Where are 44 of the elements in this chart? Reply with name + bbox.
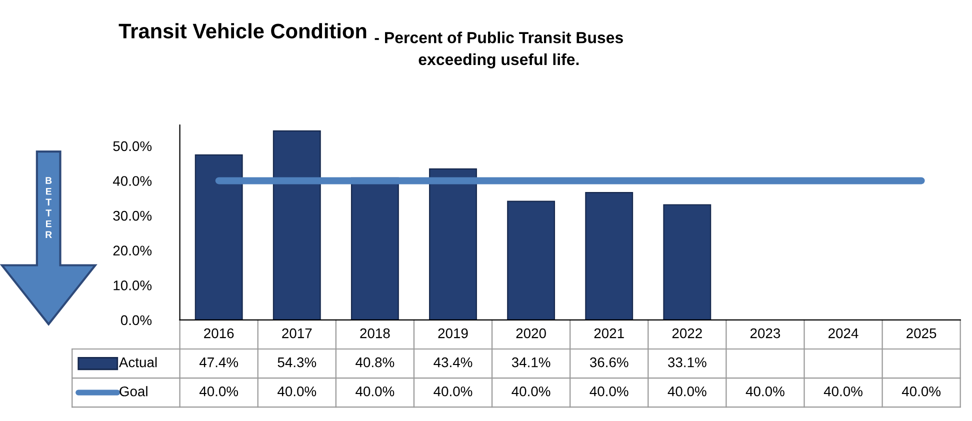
bar (194, 154, 243, 320)
chart-title: Transit Vehicle Condition (118, 23, 366, 38)
y-tick-label: 20.0% (113, 246, 152, 256)
bar (429, 168, 477, 320)
x-tick-label: 2024 (828, 328, 858, 338)
data-label: 40.0% (434, 386, 472, 396)
x-tick-label: 2018 (360, 328, 390, 338)
data-label: 40.0% (902, 386, 941, 396)
data-label: 54.3% (278, 357, 316, 368)
data-label: 43.4% (434, 357, 472, 368)
y-tick-label: 40.0% (112, 176, 152, 186)
data-label: 40.0% (746, 386, 784, 396)
data-label: 40.8% (356, 357, 394, 368)
data-label: 47.4% (199, 357, 238, 368)
y-tick-label: 10.0% (114, 280, 152, 290)
data-label: 40.0% (278, 386, 316, 396)
bar (507, 200, 556, 320)
chart-subtitle: - Percent of Public Transit Buses exceeding useful life. (374, 32, 623, 68)
x-tick-label: 2023 (750, 328, 780, 338)
x-tick-label: 2025 (906, 328, 936, 338)
x-tick-label: 2020 (516, 328, 546, 338)
data-label: 40.0% (356, 386, 394, 396)
x-tick-label: 2016 (204, 328, 234, 338)
bar (585, 192, 634, 320)
data-label: 40.0% (199, 386, 238, 396)
data-label: 40.0% (590, 386, 628, 396)
data-label: 40.0% (512, 386, 550, 396)
text: BETTER (46, 177, 52, 238)
x-tick-label: 2019 (438, 328, 468, 338)
bar (272, 130, 321, 320)
y-tick-label: 50.0% (113, 141, 152, 152)
legend-label: Actual (118, 357, 157, 368)
x-tick-label: 2021 (594, 328, 624, 338)
data-label: 40.0% (668, 386, 706, 396)
data-label: 40.0% (824, 386, 862, 396)
y-tick-label: 30.0% (113, 210, 152, 221)
y-tick-label: 0.0% (120, 315, 152, 326)
data-label: 36.6% (590, 357, 628, 368)
x-tick-label: 2022 (672, 328, 702, 338)
data-label: 33.1% (668, 357, 706, 368)
data-label: 34.1% (512, 357, 550, 368)
legend-label: Goal (120, 386, 148, 396)
bar (663, 204, 712, 320)
x-tick-label: 2017 (282, 328, 312, 338)
